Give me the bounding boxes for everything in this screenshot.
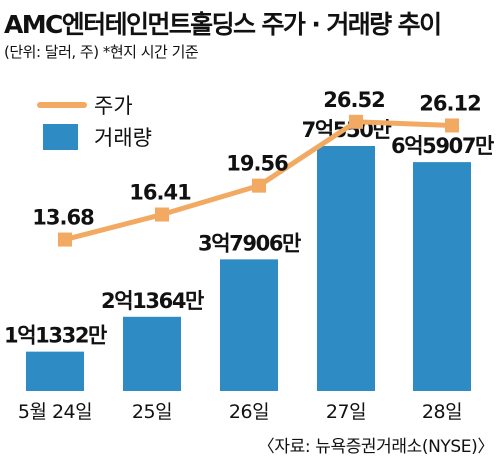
price-marker-3 bbox=[252, 178, 266, 193]
bar-4 bbox=[317, 146, 375, 391]
bar-3 bbox=[220, 259, 278, 391]
price-marker-4 bbox=[349, 114, 363, 129]
x-tick-label: 27일 bbox=[326, 401, 366, 423]
legend: 주가 거래량 bbox=[37, 94, 152, 150]
x-axis-tick-labels: 5월 24일 25일 26일 27일 28일 bbox=[18, 401, 463, 423]
price-value-label: 19.56 bbox=[226, 152, 288, 176]
legend-bar-swatch bbox=[43, 124, 78, 150]
bar-value-label: 6억5907만 bbox=[391, 134, 494, 158]
x-tick-label: 28일 bbox=[422, 401, 462, 423]
bar-2 bbox=[123, 316, 181, 391]
price-value-label: 26.52 bbox=[323, 88, 384, 112]
price-value-label: 26.12 bbox=[419, 91, 480, 115]
price-value-label: 16.41 bbox=[129, 181, 191, 205]
bar-value-label: 1억1332만 bbox=[4, 324, 107, 348]
line-series: 13.68 16.41 19.56 26.52 26.12 bbox=[32, 88, 482, 247]
price-marker-5 bbox=[445, 118, 459, 133]
legend-bar-label: 거래량 bbox=[94, 126, 152, 150]
bar-value-label: 2억1364만 bbox=[101, 289, 204, 313]
bar-value-label: 3억7906만 bbox=[198, 231, 301, 255]
chart-title: AMC엔터테인먼트홀딩스 주가 · 거래량 추이 bbox=[4, 10, 441, 39]
source-note: 〈자료: 뉴욕증권거래소(NYSE)〉 bbox=[258, 437, 494, 457]
price-value-label: 13.68 bbox=[32, 206, 94, 230]
bar-1 bbox=[26, 351, 84, 391]
chart-subtitle: (단위: 달러, 주) *현지 시간 기준 bbox=[4, 43, 199, 61]
x-tick-label: 26일 bbox=[229, 401, 269, 423]
x-tick-label: 25일 bbox=[132, 401, 172, 423]
legend-line-label: 주가 bbox=[94, 94, 133, 118]
x-tick-label: 5월 24일 bbox=[18, 401, 92, 423]
price-marker-1 bbox=[58, 232, 72, 247]
price-marker-2 bbox=[155, 207, 169, 222]
bar-5 bbox=[413, 162, 471, 391]
